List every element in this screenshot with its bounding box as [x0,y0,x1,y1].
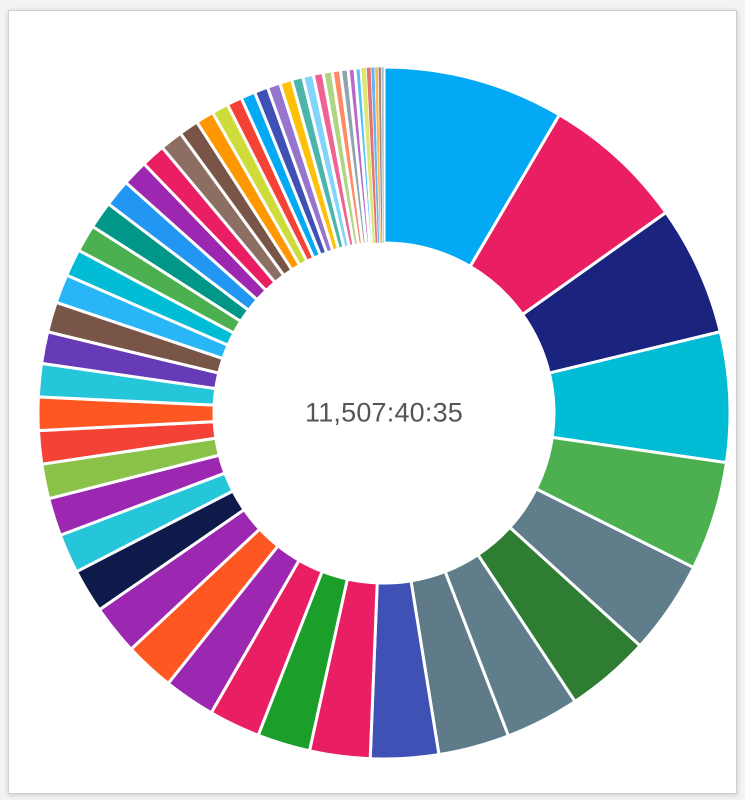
chart-card: 11,507:40:35 [8,10,737,794]
donut-slice[interactable] [380,66,385,244]
donut-chart [36,65,732,761]
